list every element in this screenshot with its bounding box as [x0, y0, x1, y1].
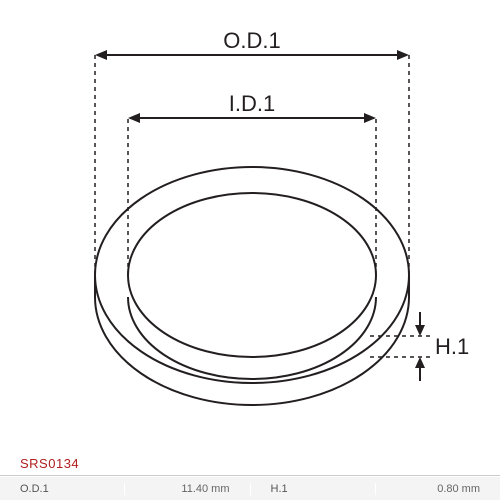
- spec-od-label: O.D.1: [0, 483, 125, 495]
- spec-od-value: 11.40 mm: [125, 483, 250, 495]
- footer-specs: SRS0134 O.D.1 11.40 mm H.1 0.80 mm: [0, 452, 500, 500]
- technical-diagram: O.D.1 I.D.1 H.1: [0, 0, 500, 430]
- spec-h-label: H.1: [251, 483, 376, 495]
- id1-label: I.D.1: [229, 91, 275, 116]
- spec-h-value: 0.80 mm: [376, 483, 500, 495]
- part-id-label: SRS0134: [0, 452, 500, 476]
- od1-label: O.D.1: [223, 28, 280, 53]
- h1-label: H.1: [435, 334, 469, 359]
- spec-row: O.D.1 11.40 mm H.1 0.80 mm: [0, 476, 500, 500]
- ring-diagram-svg: O.D.1 I.D.1 H.1: [0, 0, 500, 430]
